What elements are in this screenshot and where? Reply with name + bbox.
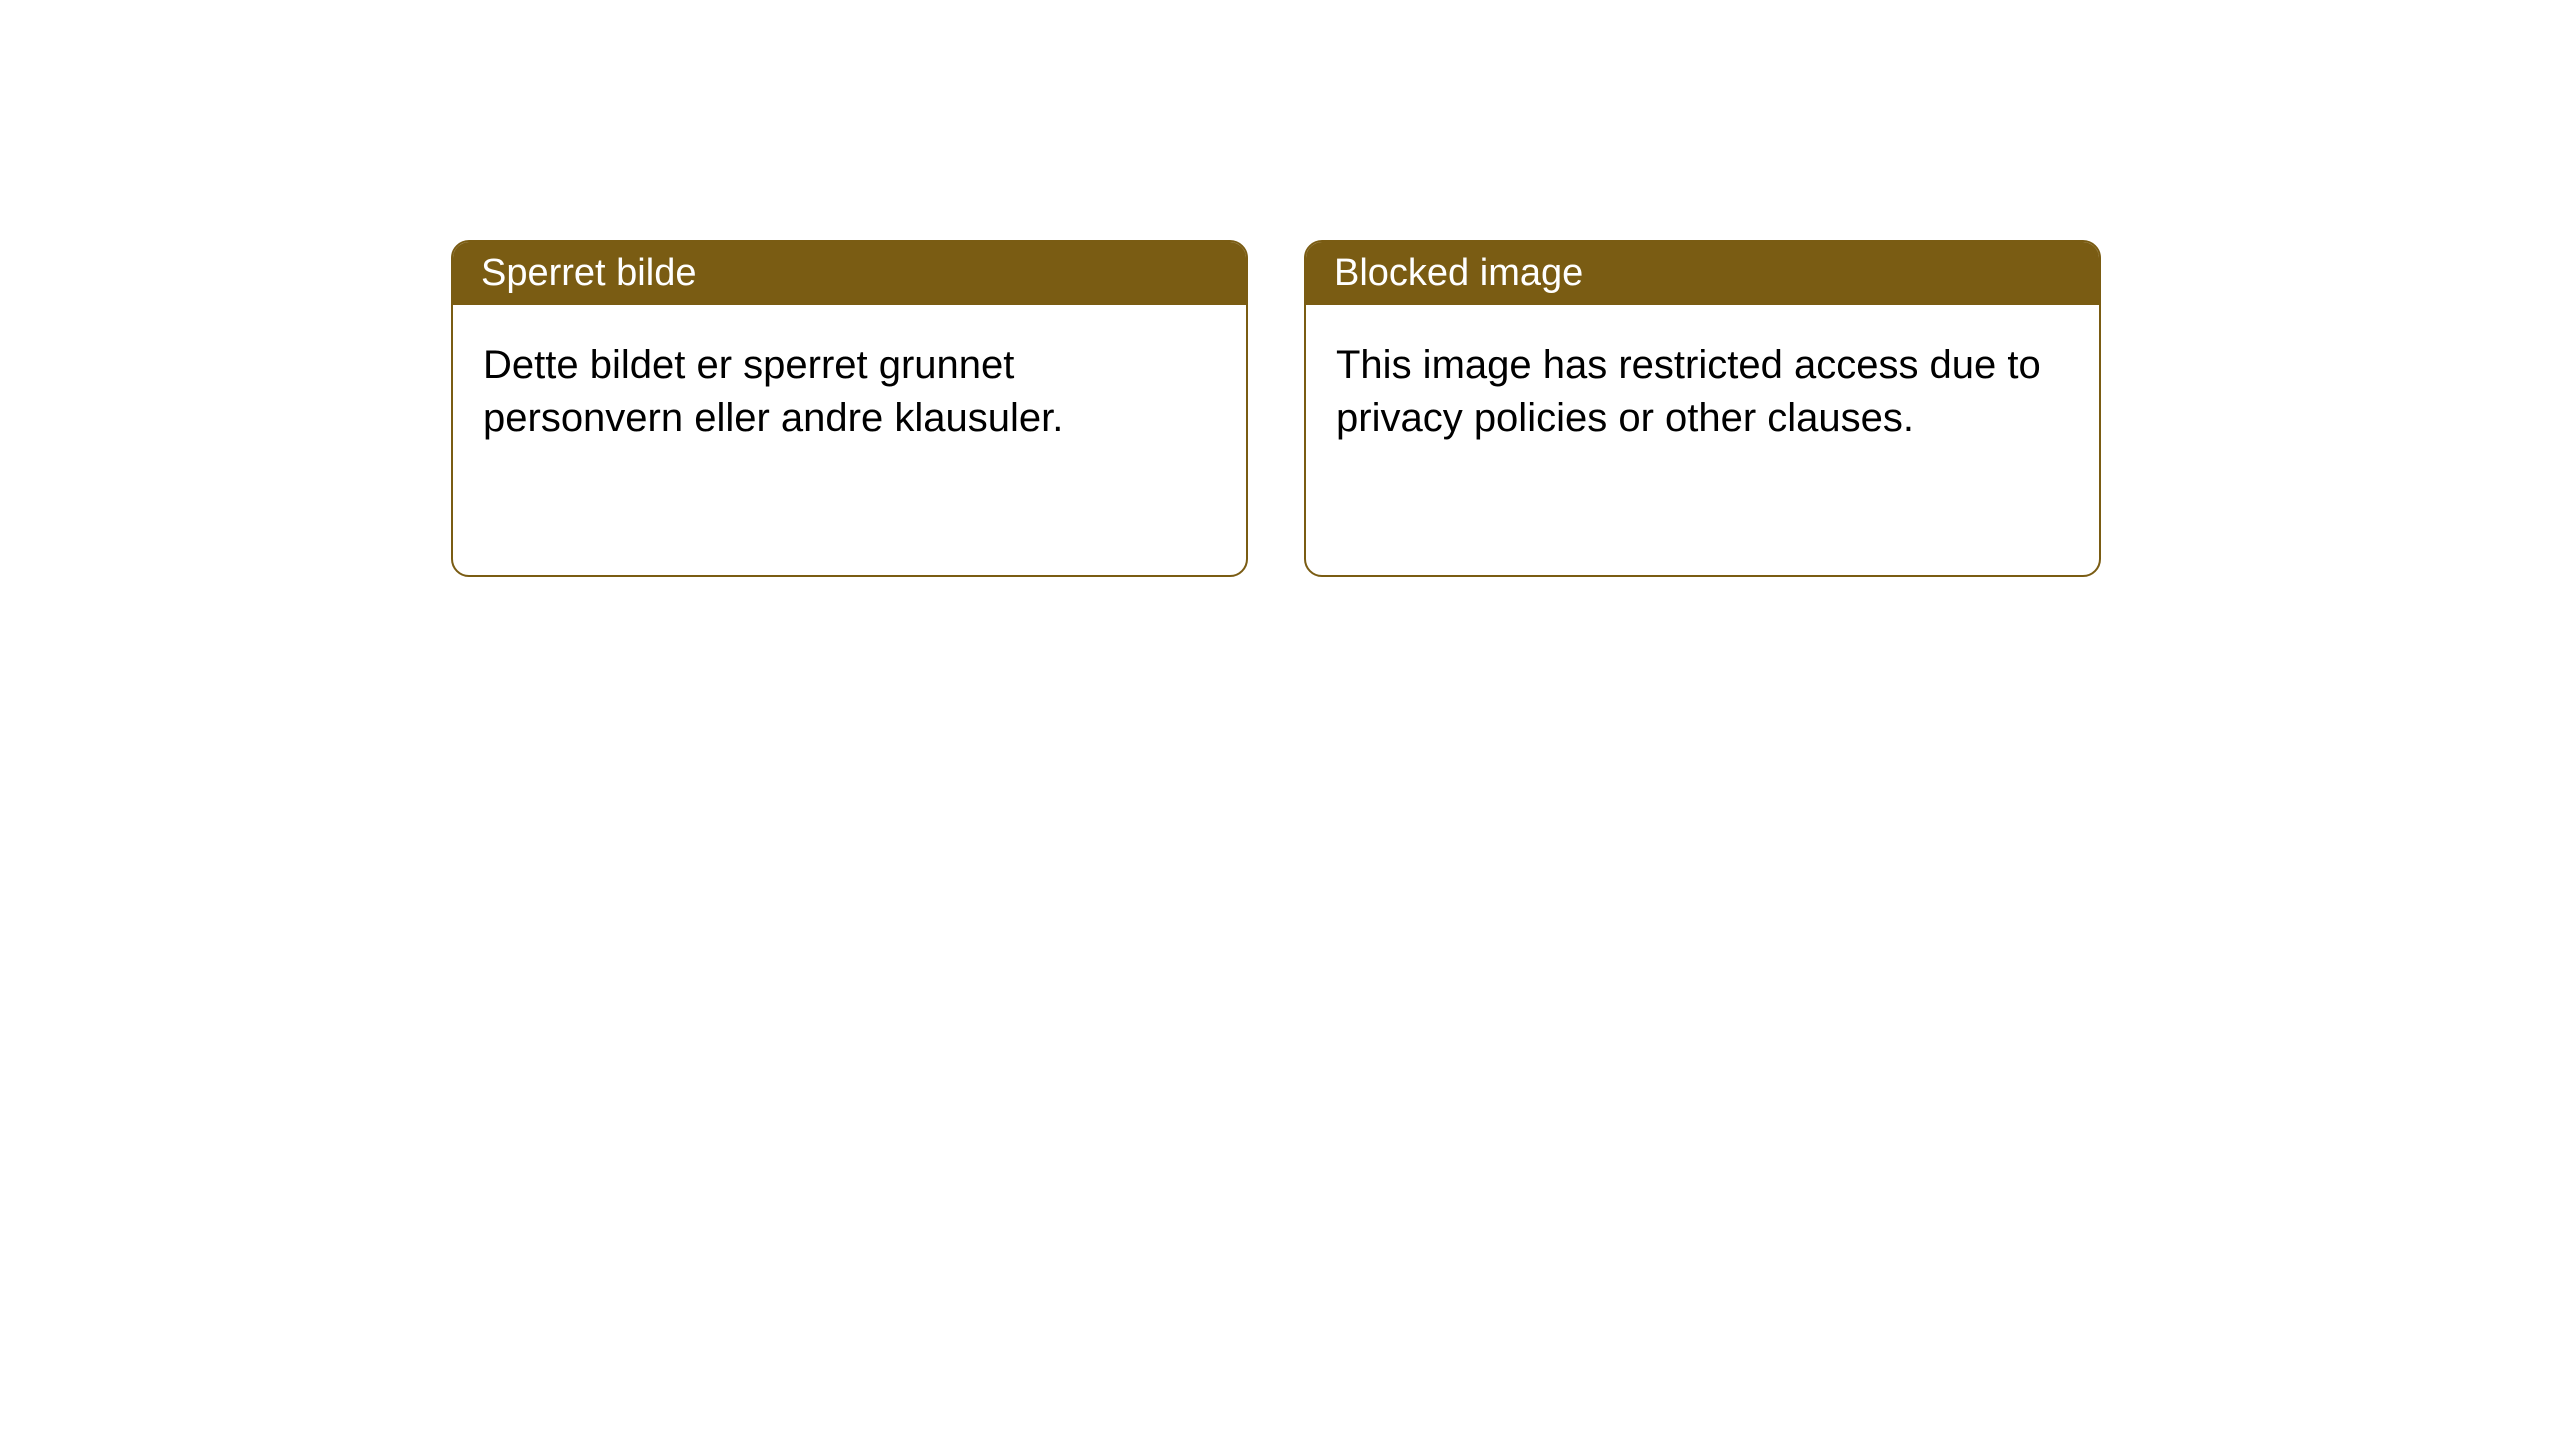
card-title: Blocked image [1334, 252, 1583, 294]
notice-card-english: Blocked image This image has restricted … [1304, 240, 2101, 577]
card-body: This image has restricted access due to … [1306, 305, 2099, 575]
card-header: Sperret bilde [453, 242, 1246, 305]
card-body: Dette bildet er sperret grunnet personve… [453, 305, 1246, 575]
notice-cards-container: Sperret bilde Dette bildet er sperret gr… [451, 240, 2101, 577]
notice-card-norwegian: Sperret bilde Dette bildet er sperret gr… [451, 240, 1248, 577]
card-header: Blocked image [1306, 242, 2099, 305]
card-text: This image has restricted access due to … [1336, 343, 2041, 440]
card-text: Dette bildet er sperret grunnet personve… [483, 343, 1063, 440]
card-title: Sperret bilde [481, 252, 696, 294]
